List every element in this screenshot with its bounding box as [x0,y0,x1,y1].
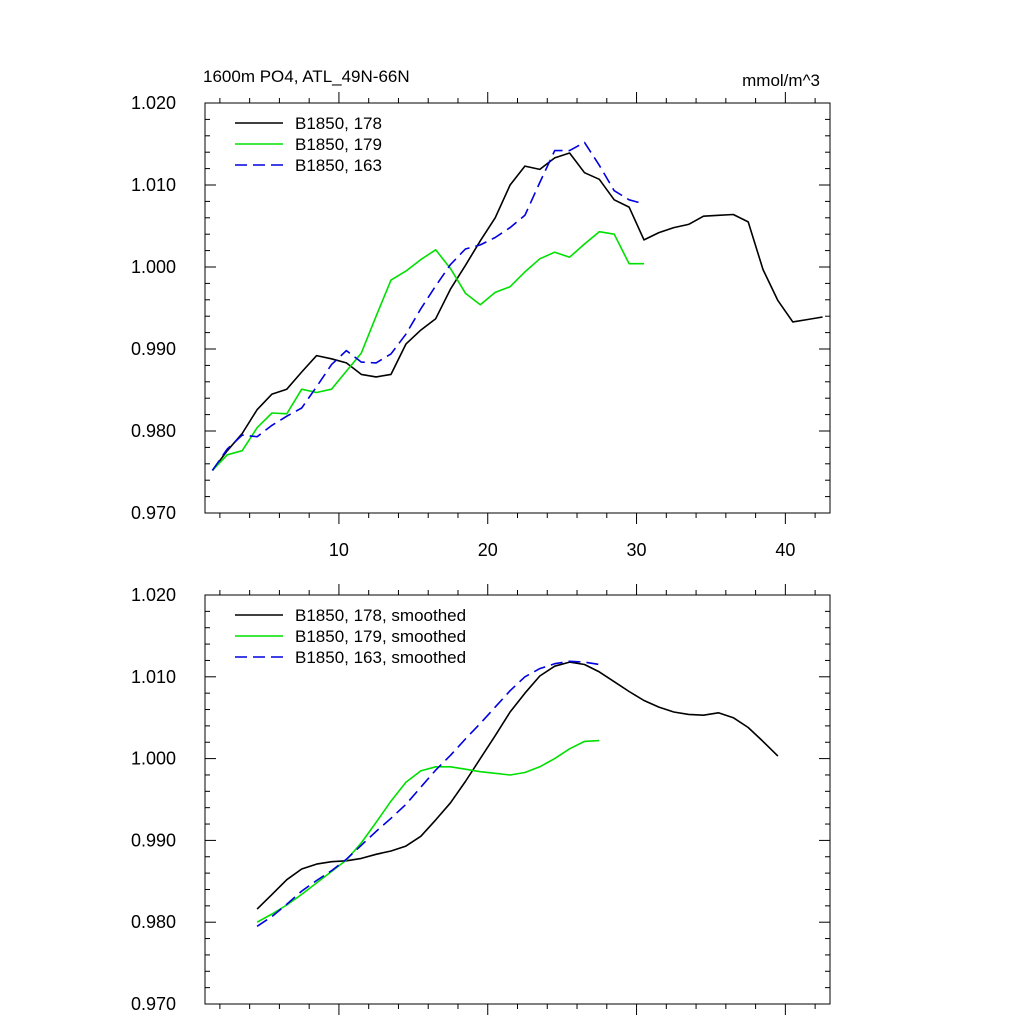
series-line-b1850-178 [211,152,823,471]
series-line-b1850-163 [211,141,645,471]
y-tick-label: 0.980 [131,912,176,932]
legend-label: B1850, 163 [295,156,382,175]
series-line-b1850-163-smoothed [256,660,600,927]
y-tick-label: 1.000 [131,257,176,277]
y-tick-label: 0.980 [131,421,176,441]
x-tick-label: 10 [329,540,349,560]
legend-label: B1850, 178 [295,114,382,133]
series-line-b1850-179-smoothed [256,739,600,923]
x-tick-label: 30 [627,540,647,560]
x-tick-label: 40 [775,540,795,560]
y-tick-label: 0.970 [131,994,176,1014]
legend-label: B1850, 179, smoothed [295,627,466,646]
bottom-plot-smoothed: 0.970 0.980 0.990 1.000 1.010 1.020 B1850, 178… [131,584,831,1015]
y-tick-label: 0.990 [131,339,176,359]
y-tick-label: 0.990 [131,830,176,850]
top-plot-raw: 0.970 0.980 0.990 1.000 1.010 1.020 10 20 30 40 B1… [131,92,831,560]
y-tick-label: 1.020 [131,585,176,605]
y-tick-label: 1.020 [131,93,176,113]
legend-label: B1850, 178, smoothed [295,606,466,625]
y-tick-label: 1.000 [131,749,176,769]
legend-label: B1850, 163, smoothed [295,648,466,667]
figure-units: mmol/m^3 [742,71,820,90]
x-tick-label: 20 [478,540,498,560]
figure-title: 1600m PO4, ATL_49N-66N [203,67,410,86]
series-line-b1850-179 [211,230,644,471]
y-tick-label: 1.010 [131,667,176,687]
y-tick-label: 0.970 [131,503,176,523]
series-line-b1850-178-smoothed [256,661,779,910]
legend-label: B1850, 179 [295,135,382,154]
y-tick-label: 1.010 [131,175,176,195]
